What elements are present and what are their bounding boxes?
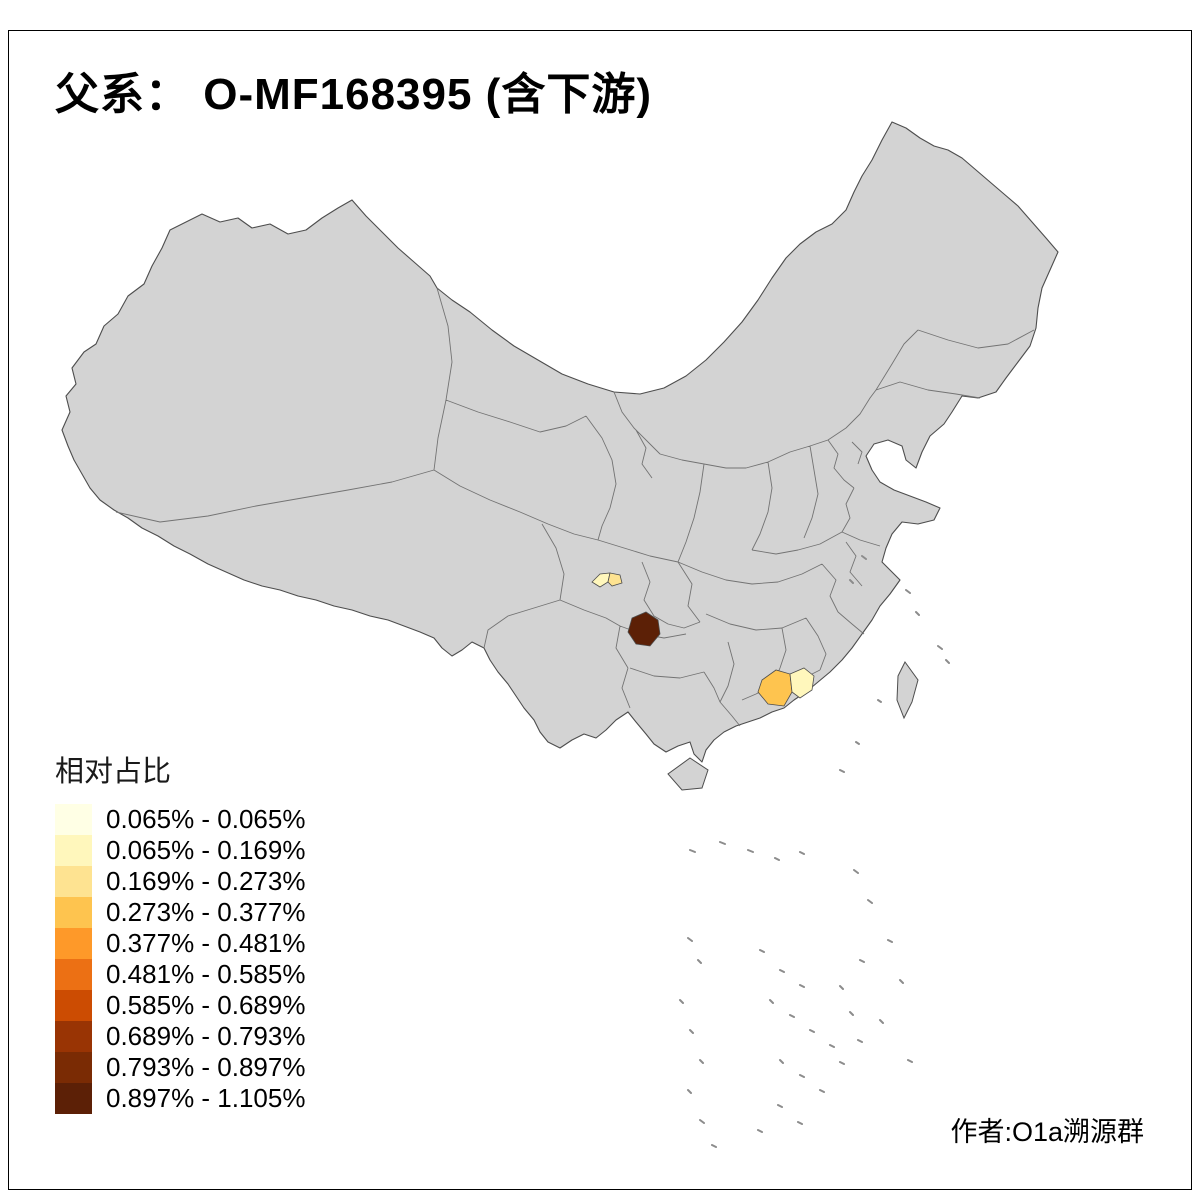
legend-swatch: [55, 1083, 92, 1114]
region-guizhou: [627, 611, 661, 647]
legend-label: 0.689% - 0.793%: [106, 1021, 306, 1051]
sea-islands: [679, 555, 950, 1148]
legend-label: 0.273% - 0.377%: [106, 897, 306, 927]
legend-item: 0.481% - 0.585%: [55, 959, 305, 990]
legend-swatch: [55, 866, 92, 897]
legend-swatch: [55, 897, 92, 928]
legend: 相对占比 0.065% - 0.065% 0.065% - 0.169% 0.1…: [55, 748, 305, 1114]
legend-label: 0.585% - 0.689%: [106, 990, 306, 1020]
legend-item: 0.585% - 0.689%: [55, 990, 305, 1021]
legend-swatch: [55, 835, 92, 866]
china-outline: [61, 121, 1059, 763]
legend-item: 0.689% - 0.793%: [55, 1021, 305, 1052]
legend-label: 0.897% - 1.105%: [106, 1083, 306, 1113]
legend-item: 0.169% - 0.273%: [55, 866, 305, 897]
legend-swatch: [55, 959, 92, 990]
legend-item: 0.273% - 0.377%: [55, 897, 305, 928]
legend-label: 0.377% - 0.481%: [106, 928, 306, 958]
legend-swatch: [55, 928, 92, 959]
legend-label: 0.065% - 0.169%: [106, 835, 306, 865]
legend-label: 0.481% - 0.585%: [106, 959, 306, 989]
taiwan-island: [896, 661, 919, 720]
region-guangdong-west: [757, 669, 793, 707]
page-title: 父系： O-MF168395 (含下游): [55, 70, 652, 119]
legend-title: 相对占比: [55, 756, 172, 788]
region-guangdong-east: [789, 667, 815, 699]
legend-swatch: [55, 1052, 92, 1083]
legend-item: 0.897% - 1.105%: [55, 1083, 305, 1114]
legend-swatch: [55, 804, 92, 835]
legend-item: 0.793% - 0.897%: [55, 1052, 305, 1083]
legend-label: 0.065% - 0.065%: [106, 804, 306, 834]
legend-label: 0.169% - 0.273%: [106, 866, 306, 896]
attribution: 作者:O1a溯源群: [950, 1117, 1144, 1147]
legend-item: 0.065% - 0.065%: [55, 804, 305, 835]
legend-item: 0.065% - 0.169%: [55, 835, 305, 866]
legend-swatch: [55, 990, 92, 1021]
hainan-island: [667, 757, 709, 791]
region-sichuan-east: [607, 572, 623, 587]
legend-swatch: [55, 1021, 92, 1052]
legend-label: 0.793% - 0.897%: [106, 1052, 306, 1082]
legend-item: 0.377% - 0.481%: [55, 928, 305, 959]
